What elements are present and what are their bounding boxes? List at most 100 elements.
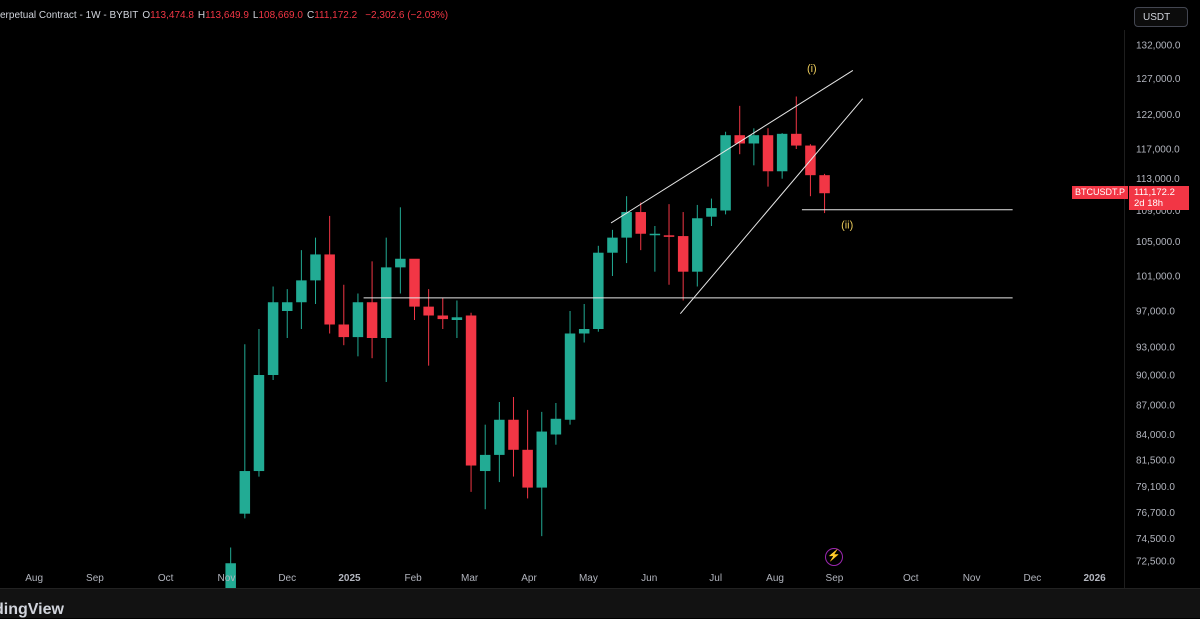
price-tick-label: 74,500.0	[1136, 534, 1175, 545]
lightning-icon[interactable]: ⚡	[825, 548, 843, 566]
time-tick-label: 2026	[1084, 573, 1107, 584]
candle-body	[508, 419, 519, 450]
candle-body	[296, 280, 307, 303]
candle-body	[593, 252, 604, 329]
drawings-layer: (i) (ii)	[363, 63, 1013, 315]
candle-body	[550, 418, 562, 435]
candle-body	[409, 258, 420, 307]
time-tick-label: Sep	[826, 573, 844, 584]
candle-body	[324, 254, 335, 325]
candle-body	[366, 302, 378, 338]
price-tick-label: 109,000.0	[1136, 206, 1181, 217]
candle-body	[338, 324, 350, 338]
candle-body	[253, 375, 265, 472]
time-tick-label: Aug	[766, 573, 784, 584]
price-tag-value: 111,172.2 2d 18h	[1129, 186, 1189, 210]
brand-logo-text: dingView	[0, 601, 64, 618]
time-tick-label: Oct	[903, 573, 919, 584]
candle-body	[692, 218, 703, 272]
trendline	[610, 70, 854, 224]
open-value: 113,474.8	[150, 10, 194, 21]
price-axis-divider	[1124, 30, 1125, 588]
price-tick-label: 90,000.0	[1136, 371, 1175, 382]
time-tick-label: Oct	[158, 573, 174, 584]
close-value: 111,172.2	[314, 10, 358, 21]
candle-body	[791, 133, 802, 146]
price-tick-label: 84,000.0	[1136, 430, 1175, 441]
candle-body	[706, 208, 717, 217]
candle-body	[225, 563, 236, 588]
time-tick-label: Apr	[521, 573, 537, 584]
candle-body	[776, 133, 788, 172]
price-tick-label: 105,000.0	[1136, 237, 1181, 248]
high-label: H	[197, 10, 206, 21]
candle-body	[423, 306, 434, 316]
candle-body	[479, 454, 491, 472]
low-value: 108,669.0	[258, 10, 303, 21]
price-tick-label: 113,000.0	[1136, 174, 1180, 185]
time-tick-label: Dec	[1024, 573, 1042, 584]
price-tick-label: 122,000.0	[1136, 110, 1181, 121]
time-tick-label: 2025	[338, 573, 361, 584]
candle-body	[281, 302, 293, 311]
price-tick-label: 76,700.0	[1136, 508, 1175, 519]
price-tick-label: 72,500.0	[1136, 557, 1175, 568]
change-value: −2,302.6 (−2.03%)	[365, 10, 449, 21]
price-tick-label: 87,000.0	[1136, 401, 1175, 412]
axis-layer: 132,000.0 127,000.0 122,000.0 117,000.0 113,…	[25, 41, 1181, 585]
candle-body	[451, 317, 463, 320]
time-tick-label: Aug	[25, 573, 43, 584]
time-tick-label: Jun	[641, 573, 657, 584]
candle-body	[762, 135, 774, 172]
candle-body	[663, 235, 675, 237]
symbol-title[interactable]: erpetual Contract - 1W - BYBIT	[0, 10, 139, 21]
time-tick-label: Nov	[963, 573, 981, 584]
time-tick-label: Nov	[218, 573, 236, 584]
candles-layer	[225, 96, 830, 588]
price-tag-symbol: BTCUSDT.P	[1072, 186, 1128, 199]
time-tick-label: Mar	[461, 573, 479, 584]
candle-body	[352, 302, 364, 338]
candle-body	[465, 315, 477, 466]
symbol-legend: erpetual Contract - 1W - BYBIT O113,474.8…	[0, 10, 448, 21]
price-tick-label: 81,500.0	[1136, 456, 1175, 467]
price-tick-label: 93,000.0	[1136, 343, 1175, 354]
candle-body	[635, 212, 646, 234]
price-tick-label: 127,000.0	[1136, 74, 1181, 85]
candle-body	[310, 254, 321, 281]
candle-body	[819, 175, 830, 194]
high-value: 113,649.9	[205, 10, 249, 21]
low-label: L	[252, 10, 259, 21]
candle-body	[536, 431, 548, 488]
candle-body	[720, 135, 731, 211]
candle-body	[748, 135, 760, 144]
time-tick-label: May	[579, 573, 598, 584]
time-tick-label: Dec	[278, 573, 296, 584]
time-tick-label: Sep	[86, 573, 104, 584]
currency-button[interactable]: USDT	[1134, 7, 1188, 27]
candle-body	[621, 212, 632, 238]
price-tick-label: 117,000.0	[1136, 145, 1180, 156]
footer-bar	[0, 589, 1200, 618]
candle-body	[607, 237, 618, 253]
price-tick-label: 79,100.0	[1136, 482, 1175, 493]
trendline	[679, 98, 864, 315]
price-tag-price: 111,172.2	[1134, 187, 1175, 198]
price-tag-countdown: 2d 18h	[1134, 198, 1164, 209]
close-label: C	[306, 10, 315, 21]
candle-body	[522, 449, 533, 488]
candle-body	[564, 333, 576, 420]
candle-body	[380, 267, 392, 338]
candle-body	[267, 302, 279, 375]
candle-body	[578, 329, 590, 334]
time-tick-label: Jul	[709, 573, 722, 584]
wave-label: (i)	[807, 63, 817, 75]
candle-body	[395, 258, 406, 268]
candle-body	[677, 236, 689, 272]
price-tick-label: 101,000.0	[1136, 272, 1181, 283]
candle-body	[437, 315, 449, 320]
price-tick-label: 97,000.0	[1136, 307, 1175, 318]
time-tick-label: Feb	[404, 573, 422, 584]
price-tick-label: 132,000.0	[1136, 41, 1181, 52]
